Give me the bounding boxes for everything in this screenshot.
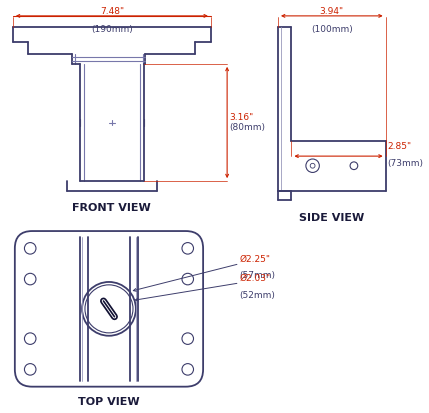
Text: (73mm): (73mm) [387,159,423,168]
Text: 7.48": 7.48" [100,7,124,16]
Text: (80mm): (80mm) [229,123,265,131]
Text: (52mm): (52mm) [240,290,275,299]
Text: 3.94": 3.94" [320,7,344,16]
Text: FRONT VIEW: FRONT VIEW [73,203,151,213]
Text: 3.16": 3.16" [229,113,253,122]
Text: Ø2.25": Ø2.25" [240,254,271,263]
Text: 2.85": 2.85" [387,142,412,151]
Text: (190mm): (190mm) [91,24,133,33]
Text: SIDE VIEW: SIDE VIEW [299,212,365,222]
Text: (100mm): (100mm) [311,24,353,33]
Text: Ø2.03": Ø2.03" [240,273,271,282]
Text: TOP VIEW: TOP VIEW [78,396,140,406]
Text: (57mm): (57mm) [240,271,275,280]
FancyBboxPatch shape [15,232,203,387]
